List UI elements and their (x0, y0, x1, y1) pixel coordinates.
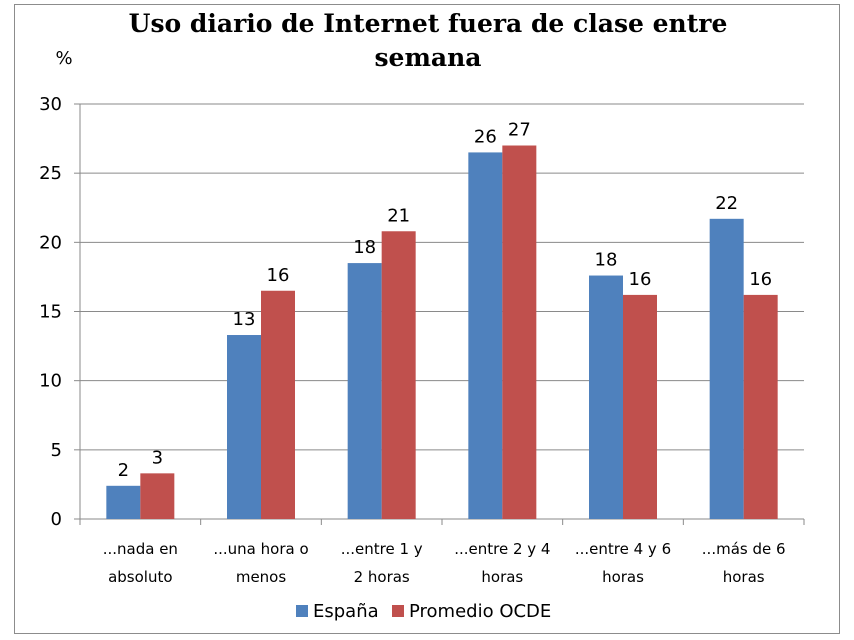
bar-ocde (261, 290, 295, 519)
data-label: 13 (233, 309, 256, 330)
bar-ocde (502, 145, 537, 519)
data-label: 22 (715, 193, 738, 214)
x-tick-label: ...entre 2 y 4 (454, 540, 550, 558)
chart-title-line: Uso diario de Internet fuera de clase en… (129, 9, 728, 38)
x-tick-label: ...entre 1 y (341, 540, 423, 558)
y-tick-label: 15 (39, 302, 62, 323)
x-tick-label: menos (236, 568, 287, 586)
data-label: 3 (152, 447, 163, 468)
bar-espana (468, 152, 503, 519)
x-tick-label: ...una hora o (213, 540, 308, 558)
x-tick-label: horas (723, 568, 765, 586)
x-tick-label: ...entre 4 y 6 (575, 540, 671, 558)
bar-espana (589, 275, 623, 519)
bar-espana (106, 485, 141, 519)
bar-ocde (743, 294, 778, 519)
legend-label: Promedio OCDE (409, 601, 551, 622)
y-tick-label: 30 (39, 94, 62, 115)
legend-swatch-espana (296, 605, 308, 617)
y-tick-label: 10 (39, 371, 62, 392)
data-label: 16 (749, 269, 772, 290)
data-label: 16 (629, 269, 652, 290)
data-label: 18 (353, 237, 376, 258)
bar-ocde (140, 473, 175, 519)
chart-frame (14, 4, 840, 634)
x-tick-label: horas (481, 568, 523, 586)
x-tick-label: horas (602, 568, 644, 586)
data-label: 18 (595, 250, 618, 271)
data-label: 2 (118, 460, 129, 481)
legend-label: España (313, 601, 379, 622)
bar-espana (709, 218, 744, 520)
data-label: 27 (508, 120, 531, 141)
x-tick-label: 2 horas (354, 568, 410, 586)
y-tick-label: 0 (51, 509, 62, 530)
y-tick-label: 20 (39, 232, 62, 253)
data-label: 16 (267, 265, 290, 286)
y-axis-unit-label: % (55, 48, 72, 69)
bar-espana (347, 263, 382, 519)
y-tick-label: 5 (51, 440, 62, 461)
x-tick-label: ...nada en (103, 540, 178, 558)
bar-ocde (381, 231, 416, 519)
data-label: 21 (387, 205, 410, 226)
y-tick-label: 25 (39, 163, 62, 184)
x-tick-label: absoluto (108, 568, 172, 586)
legend-swatch-ocde (392, 605, 404, 617)
bar-espana (227, 335, 261, 519)
chart-title-line: semana (374, 43, 481, 72)
x-tick-label: ...más de 6 (702, 540, 786, 558)
data-label: 26 (474, 126, 497, 147)
bar-ocde (623, 294, 657, 519)
